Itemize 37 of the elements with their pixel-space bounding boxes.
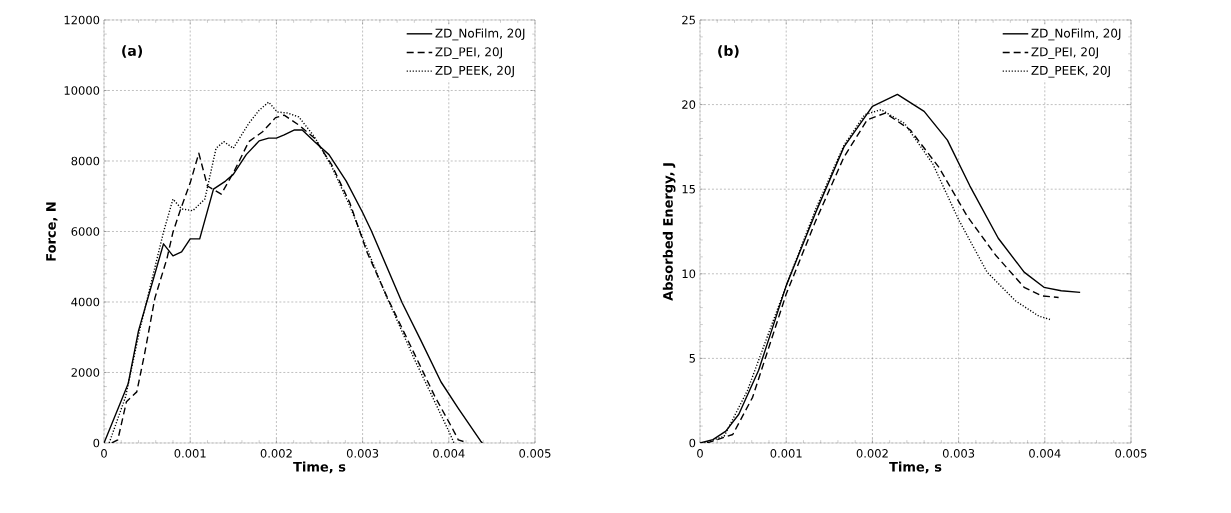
y-tick-label: 2000 xyxy=(71,368,100,377)
legend-label: ZD_NoFilm, 20J xyxy=(1031,28,1121,41)
x-tick-label: 0 xyxy=(697,449,703,458)
legend-label: ZD_PEEK, 20J xyxy=(1031,65,1110,78)
y-tick-label: 25 xyxy=(682,15,695,25)
y-axis-title: Absorbed Energy, J xyxy=(662,163,676,301)
y-tick-label: 10000 xyxy=(64,86,100,95)
y-tick-label: 0 xyxy=(93,438,100,448)
x-tick-label: 0.005 xyxy=(1115,449,1147,458)
y-tick-label: 15 xyxy=(682,184,695,194)
y-axis-title: Force, N xyxy=(46,202,58,261)
x-tick-label: 0.003 xyxy=(942,449,975,458)
x-tick-label: 0.005 xyxy=(519,449,551,458)
x-tick-label: 0.004 xyxy=(1029,449,1061,458)
x-tick-label: 0.004 xyxy=(433,449,465,458)
x-tick-label: 0.002 xyxy=(260,449,292,458)
y-tick-label: 12000 xyxy=(64,15,100,25)
x-tick-label: 0.003 xyxy=(346,449,379,458)
y-tick-label: 10 xyxy=(682,269,696,279)
y-tick-label: 6000 xyxy=(71,227,100,236)
x-axis-title: Time, s xyxy=(889,461,942,474)
legend-label: ZD_NoFilm, 20J xyxy=(435,28,525,41)
y-tick-label: 8000 xyxy=(71,156,100,166)
x-axis-title: Time, s xyxy=(293,461,346,474)
x-tick-label: 0.001 xyxy=(770,449,802,458)
x-tick-label: 0 xyxy=(101,449,107,458)
legend-label: ZD_PEEK, 20J xyxy=(435,65,514,78)
x-tick-label: 0.001 xyxy=(174,449,206,458)
annotation: (b) xyxy=(718,45,739,58)
legend-label: ZD_PEI, 20J xyxy=(1031,47,1098,59)
x-tick-label: 0.002 xyxy=(856,449,888,458)
annotation: (a) xyxy=(122,45,143,58)
y-tick-label: 0 xyxy=(689,438,696,448)
y-tick-label: 5 xyxy=(689,354,695,363)
y-tick-label: 20 xyxy=(682,100,696,109)
legend-label: ZD_PEI, 20J xyxy=(435,47,502,59)
y-tick-label: 4000 xyxy=(71,297,100,307)
